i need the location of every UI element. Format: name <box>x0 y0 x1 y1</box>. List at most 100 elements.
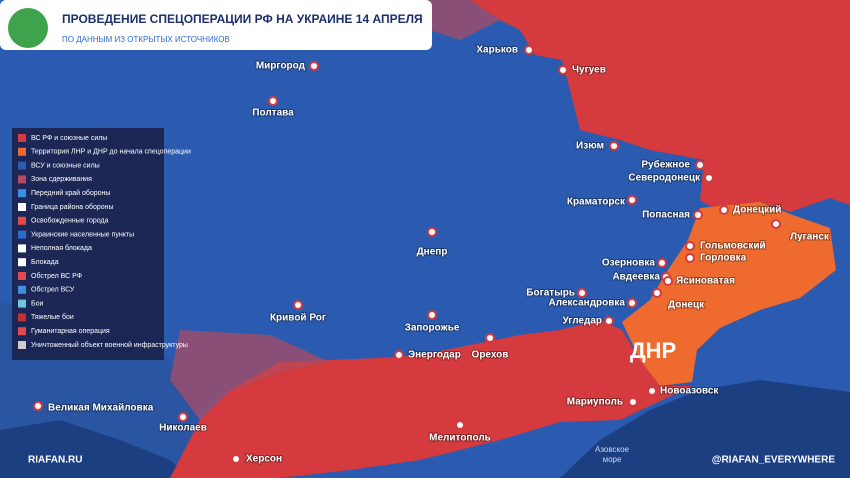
city-marker <box>693 210 703 220</box>
legend-icon <box>18 327 26 336</box>
footer-social: @RIAFAN_EVERYWHERE <box>712 455 836 466</box>
legend-label: Украинские населенные пункты <box>31 231 134 238</box>
legend-label: Зона сдерживания <box>31 176 92 183</box>
city-label: Ясиноватая <box>676 276 735 287</box>
legend-icon <box>18 272 26 280</box>
sea-label: море <box>603 455 622 464</box>
city-marker <box>647 386 657 396</box>
city-label: Днепр <box>417 247 448 258</box>
city-marker <box>394 350 404 360</box>
legend-label: ВС РФ и союзные силы <box>31 135 107 142</box>
legend-label: Обстрел ВСУ <box>31 286 75 294</box>
city-label: Попасная <box>642 210 690 221</box>
city-label: Изюм <box>576 141 604 152</box>
city-label: Луганск <box>790 232 830 243</box>
city-label: Миргород <box>256 61 306 72</box>
legend-icon <box>18 216 26 225</box>
logo <box>8 8 48 48</box>
city-label: Александровка <box>549 298 626 309</box>
city-label: Богатырь <box>526 288 575 299</box>
city-label: Авдеевка <box>612 272 660 283</box>
legend-icon <box>18 244 26 253</box>
city-label: Донецкий <box>733 205 781 216</box>
city-label: Рубежное <box>641 159 690 171</box>
city-label: Великая Михайловка <box>48 403 154 414</box>
city-label: Николаев <box>159 423 207 434</box>
legend-label: Блокада <box>31 259 59 266</box>
city-label: Полтава <box>252 108 294 119</box>
city-marker <box>604 316 614 326</box>
city-label: Озерновка <box>602 258 656 269</box>
city-marker <box>657 258 667 268</box>
city-marker <box>652 288 662 298</box>
city-marker <box>268 96 278 106</box>
city-marker <box>685 241 695 251</box>
city-marker <box>628 397 638 407</box>
city-label: Мелитополь <box>429 433 491 444</box>
city-label: Орехов <box>472 350 509 361</box>
city-label: Херсон <box>246 454 282 465</box>
city-marker <box>627 298 637 308</box>
city-label: Северодонецк <box>628 173 701 184</box>
city-label: Запорожье <box>405 323 460 334</box>
city-marker <box>293 300 303 310</box>
city-marker <box>771 219 781 229</box>
legend-panel <box>12 128 164 360</box>
city-label: Горловка <box>700 253 747 264</box>
footer-site: RIAFAN.RU <box>28 455 82 466</box>
black-sea <box>0 420 190 478</box>
city-marker <box>558 65 568 75</box>
legend-icon <box>18 341 26 349</box>
lnr-dnr-territory <box>622 202 836 386</box>
city-marker <box>719 205 729 215</box>
legend-icon <box>18 299 26 308</box>
legend-icon <box>18 175 26 184</box>
city-label: Краматорск <box>567 197 626 208</box>
city-marker <box>485 333 495 343</box>
city-label: Энергодар <box>408 350 461 361</box>
legend-icon <box>18 203 26 211</box>
legend-label: Граница района обороны <box>31 203 114 211</box>
legend-label: Территория ЛНР и ДНР до начала спецопера… <box>31 149 191 156</box>
title: ПРОВЕДЕНИЕ СПЕЦОПЕРАЦИИ РФ НА УКРАИНЕ 14… <box>62 12 423 26</box>
legend-icon <box>18 189 26 198</box>
legend-label: Уничтоженный объект военной инфраструкту… <box>31 341 188 349</box>
legend-icon <box>18 147 26 156</box>
rf-forces-north <box>470 0 850 212</box>
city-marker <box>577 288 587 298</box>
sea-label: Азовское <box>595 445 630 454</box>
city-marker <box>704 173 714 183</box>
city-marker <box>178 412 188 422</box>
legend-label: Гуманитарная операция <box>31 328 110 335</box>
legend-icon <box>18 285 26 294</box>
city-label: Гольмовский <box>700 241 766 252</box>
city-marker <box>455 420 465 430</box>
city-label: Кривой Рог <box>270 313 326 324</box>
region-label: ДНР <box>630 338 676 363</box>
region-label: ЛНР <box>747 119 793 144</box>
subtitle: ПО ДАННЫМ ИЗ ОТКРЫТЫХ ИСТОЧНИКОВ <box>62 35 230 44</box>
city-marker <box>627 195 637 205</box>
containment-zone <box>170 330 330 420</box>
legend-label: Тяжелые бои <box>31 313 74 321</box>
city-label: Мариуполь <box>567 397 623 408</box>
legend-icon <box>18 161 26 170</box>
city-label: Чугуев <box>572 65 606 76</box>
legend-label: ВСУ и союзные силы <box>31 162 100 169</box>
city-marker <box>685 253 695 263</box>
city-label: Новоазовск <box>660 386 719 397</box>
city-marker <box>309 61 319 71</box>
legend-icon <box>18 230 26 239</box>
legend-label: Передний край обороны <box>31 189 110 197</box>
city-marker <box>609 141 619 151</box>
city-marker <box>231 454 241 464</box>
rf-forces-south <box>170 320 692 478</box>
legend-label: Освобожденные города <box>31 217 109 225</box>
city-label: Харьков <box>476 45 518 56</box>
legend-icon <box>18 313 26 322</box>
city-marker <box>427 227 437 237</box>
city-marker <box>427 310 437 320</box>
legend-label: Бои <box>31 300 43 307</box>
azov-sea <box>560 380 850 478</box>
